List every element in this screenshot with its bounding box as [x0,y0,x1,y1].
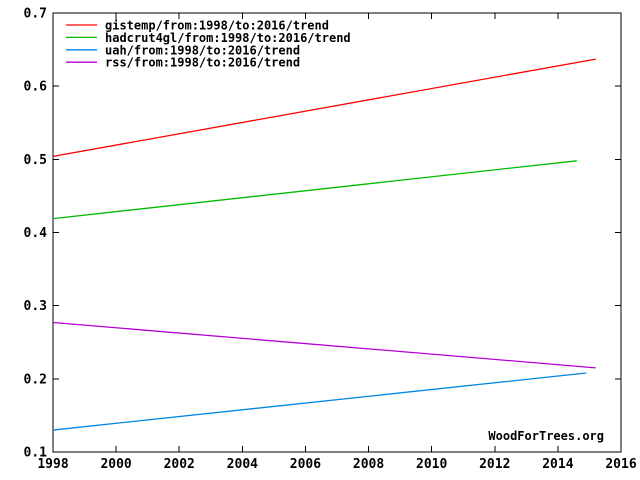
y-tick-label: 0.1 [24,446,48,461]
legend-label-hadcrut4gl: hadcrut4gl/from:1998/to:2016/trend [105,31,351,45]
x-tick-label: 2002 [164,457,195,472]
y-tick-label: 0.2 [24,372,47,387]
series-line-hadcrut4gl [52,160,577,220]
x-tick-label: 2014 [542,457,573,472]
x-tick-label: 2010 [416,457,447,472]
x-tick-label: 2004 [227,457,258,472]
y-tick-label: 0.7 [24,7,47,22]
x-tick-label: 2006 [290,457,321,472]
x-tick-label: 2016 [605,457,636,472]
legend-label-gistemp: gistemp/from:1998/to:2016/trend [105,19,329,33]
x-tick-label: 2000 [100,457,131,472]
y-tick-label: 0.6 [24,80,48,95]
legend-label-rss: rss/from:1998/to:2016/trend [105,56,300,70]
series-line-rss [52,321,596,369]
y-tick-label: 0.3 [24,299,47,314]
x-tick-label: 2008 [353,457,384,472]
series-line-uah [52,372,587,431]
x-tick-label: 2012 [479,457,510,472]
legend-label-uah: uah/from:1998/to:2016/trend [105,43,300,57]
y-tick-label: 0.4 [24,226,48,241]
y-tick-label: 0.5 [24,153,47,168]
x-tick-label: 1998 [37,457,68,472]
series-line-gistemp [52,58,596,158]
plot-border [52,12,622,453]
watermark: WoodForTrees.org [488,429,604,443]
